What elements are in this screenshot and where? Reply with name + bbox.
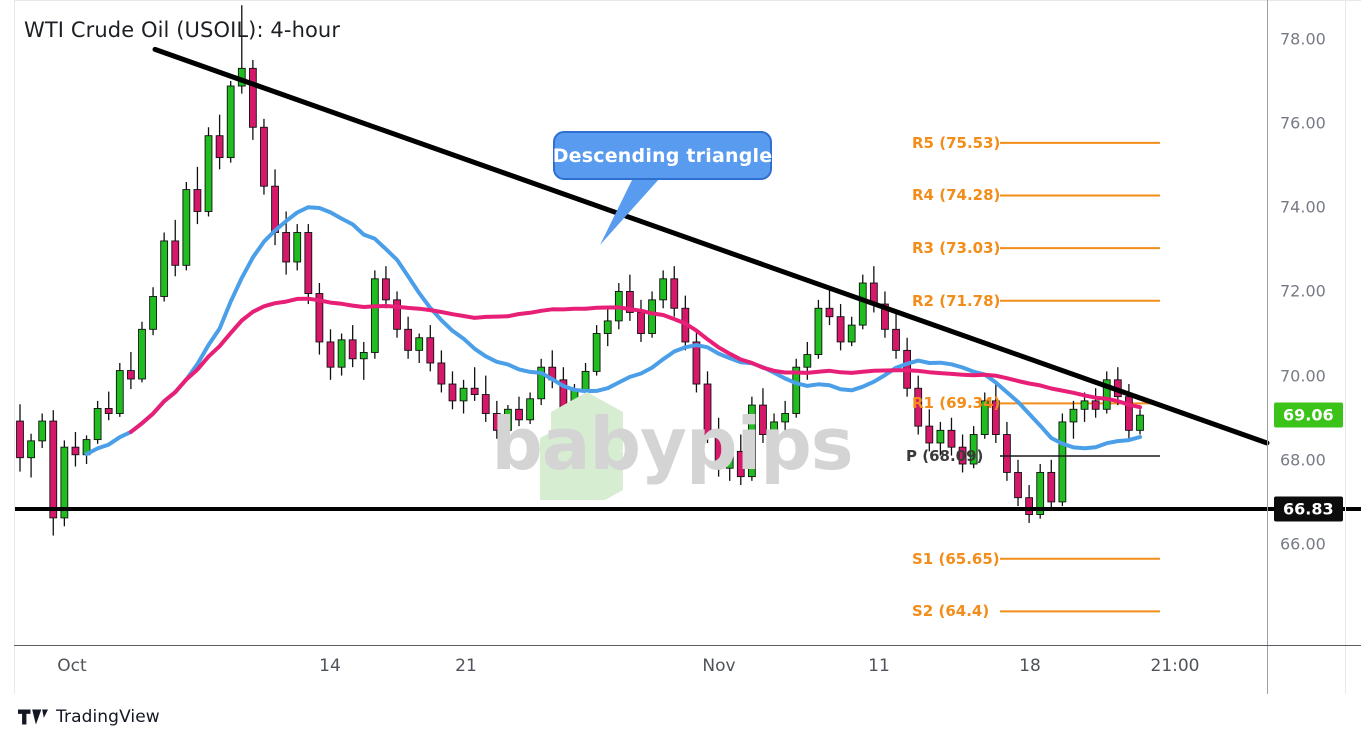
time-axis-separator [14, 645, 1361, 646]
time-tick-4: 11 [868, 656, 890, 676]
tradingview-label: TradingView [56, 707, 160, 727]
time-tick-3: Nov [702, 656, 736, 676]
pivot-label-R5: R5 (75.53) [912, 133, 1001, 152]
price-axis-right-edge [1345, 0, 1346, 694]
babypips-watermark: babypips [491, 402, 853, 486]
page-title: WTI Crude Oil (USOIL): 4-hour [24, 18, 341, 42]
tradingview-logo-icon [18, 709, 48, 725]
price-tick-74-00: 74.00 [1280, 197, 1326, 217]
pivot-label-S1: S1 (65.65) [912, 549, 1000, 568]
frame-left-border [14, 0, 15, 694]
callout-label: Descending triangle [552, 144, 773, 167]
price-axis-separator [1267, 0, 1268, 694]
tradingview-attribution[interactable]: TradingView [18, 707, 160, 727]
price-axis[interactable]: 78.00 76.00 74.00 72.00 70.00 68.00 66.00 69.06… [1268, 0, 1361, 694]
pivot-label-S2: S2 (64.4) [912, 602, 990, 621]
price-tick-66-00: 66.00 [1280, 534, 1326, 554]
pivot-label-R1: R1 (69.34) [912, 394, 1001, 413]
babypips-logo-icon [540, 392, 623, 500]
time-tick-6: 21:00 [1150, 656, 1200, 676]
pivot-label-R2: R2 (71.78) [912, 291, 1001, 310]
pivot-label-R4: R4 (74.28) [912, 186, 1001, 205]
moving-average-fast [84, 205, 1142, 457]
frame-top-border [14, 0, 1361, 1]
time-tick-2: 21 [455, 656, 477, 676]
price-tick-72-00: 72.00 [1280, 281, 1326, 301]
time-tick-1: 14 [319, 656, 341, 676]
current-price-badge: 69.06 [1274, 402, 1343, 428]
price-tick-70-00: 70.00 [1280, 366, 1326, 386]
pivot-label-P: P (68.09) [906, 447, 984, 465]
time-tick-5: 18 [1019, 656, 1041, 676]
support-price-badge: 66.83 [1274, 496, 1343, 522]
callout-tail-icon [600, 178, 660, 245]
descending-triangle-callout[interactable]: Descending triangle [553, 131, 772, 180]
time-axis[interactable]: Oct 14 21 Nov 11 18 21:00 [0, 646, 1361, 690]
moving-average-slow [128, 296, 1142, 434]
time-tick-0: Oct [57, 656, 87, 676]
descending-trendline[interactable] [152, 46, 1270, 446]
price-tick-76-00: 76.00 [1280, 113, 1326, 133]
pivot-label-R3: R3 (73.03) [912, 239, 1001, 258]
price-tick-68-00: 68.00 [1280, 450, 1326, 470]
price-tick-78-00: 78.00 [1280, 29, 1326, 49]
